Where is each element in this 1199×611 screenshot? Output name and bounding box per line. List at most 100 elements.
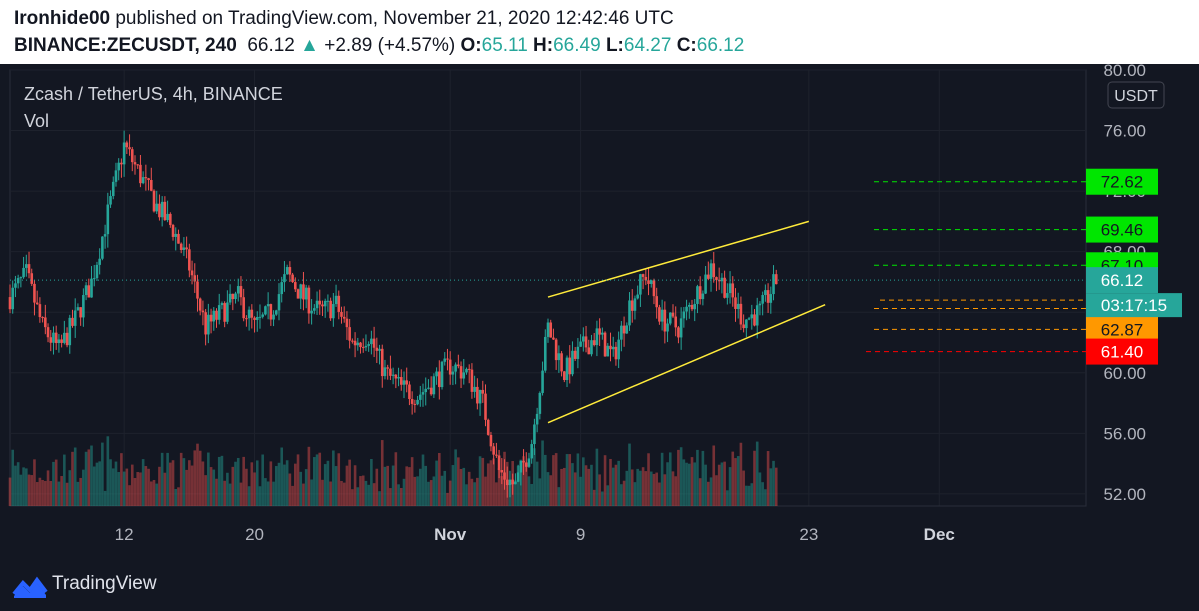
candle-body bbox=[538, 392, 542, 414]
candle-body bbox=[524, 462, 528, 467]
volume-bar bbox=[255, 460, 259, 506]
volume-bar bbox=[503, 451, 506, 506]
volume-bar bbox=[571, 463, 574, 506]
volume-bar bbox=[261, 454, 264, 506]
volume-bar bbox=[448, 480, 452, 506]
candle-body bbox=[641, 274, 645, 277]
candle-body bbox=[552, 337, 555, 340]
candle-body bbox=[435, 371, 438, 377]
volume-bar bbox=[666, 462, 669, 506]
candle-body bbox=[101, 236, 104, 259]
candle-body bbox=[340, 311, 343, 317]
candle-body bbox=[277, 294, 281, 311]
current-price-box bbox=[1086, 267, 1158, 294]
level-price-tag-box bbox=[1086, 316, 1158, 343]
candle-body bbox=[429, 387, 433, 395]
volume-bar bbox=[92, 466, 96, 506]
x-tick-label: Dec bbox=[924, 525, 955, 544]
volume-bar bbox=[340, 480, 343, 506]
currency-label: USDT bbox=[1114, 88, 1158, 105]
channel-upper-line[interactable] bbox=[547, 220, 810, 298]
candle-body bbox=[516, 472, 520, 482]
candle-body bbox=[402, 380, 406, 385]
candle-body bbox=[712, 263, 716, 278]
volume-bar bbox=[188, 460, 191, 506]
volume-bar bbox=[527, 476, 531, 506]
level-price-tag-label: 62.87 bbox=[1101, 320, 1144, 339]
author-name[interactable]: Ironhide00 bbox=[14, 8, 111, 29]
candle-body bbox=[557, 353, 561, 361]
volume-bar bbox=[158, 466, 161, 506]
candle-body bbox=[630, 300, 634, 311]
candle-body bbox=[245, 318, 248, 320]
volume-bar bbox=[65, 482, 69, 506]
candle-body bbox=[568, 357, 572, 375]
candle-body bbox=[342, 316, 346, 319]
candle-body bbox=[745, 319, 748, 329]
plot-frame bbox=[9, 69, 1087, 507]
volume-bar bbox=[54, 459, 58, 506]
chart-area[interactable]: 80.0076.0072.0068.0064.0060.0056.0052.00… bbox=[0, 64, 1199, 566]
candle-body bbox=[734, 297, 737, 309]
volume-bar bbox=[106, 436, 110, 506]
close-label: C: bbox=[676, 35, 697, 56]
volume-bar bbox=[386, 465, 389, 506]
candle-body bbox=[438, 371, 441, 388]
volume-bar bbox=[429, 480, 433, 506]
volume-bar bbox=[505, 461, 509, 506]
candle-body bbox=[418, 394, 422, 400]
candle-body bbox=[470, 369, 474, 392]
volume-bar bbox=[698, 478, 702, 506]
candle-body bbox=[345, 318, 349, 328]
tradingview-brand: TradingView bbox=[52, 573, 157, 594]
volume-bar bbox=[215, 478, 218, 506]
volume-bar bbox=[484, 476, 487, 506]
candle-body bbox=[766, 290, 770, 303]
candle-body bbox=[280, 282, 284, 295]
candle-body bbox=[190, 270, 194, 276]
candle-body bbox=[334, 295, 338, 305]
candle-body bbox=[370, 338, 373, 345]
candle-body bbox=[473, 386, 476, 392]
volume-bar bbox=[220, 455, 224, 506]
volume-bar bbox=[489, 460, 493, 506]
volume-bar bbox=[587, 468, 591, 506]
candle-body bbox=[188, 249, 191, 271]
candle-body bbox=[215, 310, 218, 320]
channel-lower-line[interactable] bbox=[547, 303, 826, 424]
volume-bar bbox=[33, 459, 36, 506]
candle-body bbox=[217, 305, 221, 320]
candle-body bbox=[196, 281, 199, 299]
candle-body bbox=[424, 388, 428, 393]
price-chart[interactable]: 80.0076.0072.0068.0064.0060.0056.0052.00… bbox=[0, 64, 1199, 566]
candle-body bbox=[427, 387, 430, 389]
candle-body bbox=[587, 347, 591, 355]
currency-badge[interactable] bbox=[1107, 81, 1165, 109]
candle-body bbox=[628, 300, 631, 326]
volume-bar bbox=[764, 489, 767, 506]
candle-body bbox=[16, 278, 20, 284]
volume-bar bbox=[693, 462, 697, 506]
volume-bar bbox=[302, 483, 305, 506]
volume-bar bbox=[169, 462, 172, 506]
candle-body bbox=[693, 303, 697, 310]
volume-bar bbox=[8, 477, 12, 506]
volume-bar bbox=[552, 455, 555, 506]
volume-bar bbox=[410, 457, 414, 506]
volume-indicator-label: Vol bbox=[24, 111, 49, 131]
volume-bar bbox=[133, 478, 137, 506]
candle-body bbox=[125, 142, 129, 148]
volume-bar bbox=[372, 483, 376, 506]
candle-body bbox=[739, 303, 743, 325]
volume-bar bbox=[516, 465, 520, 506]
volume-bar bbox=[310, 479, 313, 506]
candle-body bbox=[65, 332, 69, 346]
candle-body bbox=[508, 479, 512, 486]
volume-bar bbox=[508, 483, 512, 506]
volume-bar bbox=[52, 461, 55, 506]
candle-body bbox=[41, 317, 44, 319]
candle-body bbox=[668, 312, 672, 324]
candle-body bbox=[405, 380, 409, 385]
volume-bar bbox=[747, 485, 751, 506]
volume-bar bbox=[535, 461, 539, 506]
